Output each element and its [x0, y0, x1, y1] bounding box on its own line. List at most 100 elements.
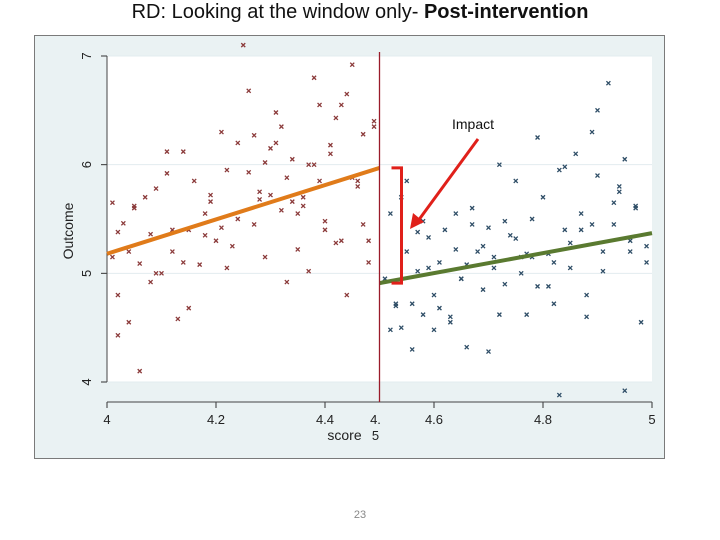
pre-point-63	[300, 194, 306, 200]
post-point-9	[431, 292, 437, 298]
pre-point-77	[115, 229, 121, 235]
post-point-53	[453, 246, 459, 252]
pre-point-6	[126, 249, 132, 255]
pre-point-78	[109, 200, 115, 206]
pre-point-14	[202, 211, 208, 217]
post-point-77	[595, 107, 600, 113]
post-point-4	[404, 249, 410, 255]
pre-point-54	[333, 240, 339, 246]
pre-point-2	[115, 292, 121, 298]
pre-point-32	[284, 175, 290, 181]
post-point-28	[535, 135, 541, 140]
post-point-11	[442, 227, 448, 233]
post-point-26	[524, 312, 530, 318]
y-tick-label-0: 4	[79, 378, 94, 385]
slide-title-bold: Post-intervention	[423, 1, 589, 23]
post-point-37	[584, 292, 590, 298]
post-point-31	[551, 301, 557, 307]
pre-point-50	[295, 211, 301, 217]
post-point-86	[556, 392, 562, 398]
pre-point-55	[344, 292, 350, 298]
pre-point-46	[360, 131, 366, 137]
pre-point-15	[213, 238, 219, 244]
slide-title: RD: Looking at the window only- Post-int…	[0, 0, 720, 24]
post-point-66	[415, 229, 421, 235]
pre-point-58	[137, 368, 143, 374]
post-point-89	[409, 301, 415, 307]
pre-point-81	[218, 129, 224, 135]
pre-point-61	[246, 88, 252, 94]
pre-point-4	[137, 261, 143, 267]
pre-point-35	[300, 203, 306, 209]
post-point-19	[486, 225, 491, 231]
pre-point-73	[208, 192, 214, 198]
y-tick-label-3: 7	[79, 52, 94, 59]
pre-point-37	[311, 75, 317, 81]
pre-point-13	[191, 178, 197, 184]
impact-arrow-head	[410, 213, 424, 229]
pre-point-20	[218, 225, 224, 231]
pre-point-76	[126, 319, 132, 325]
post-point-54	[469, 221, 475, 227]
post-point-47	[638, 319, 644, 325]
pre-point-19	[208, 199, 214, 205]
impact-label: Impact	[452, 116, 494, 132]
post-point-67	[431, 327, 437, 333]
pre-point-5	[148, 231, 154, 237]
pre-point-24	[235, 216, 241, 222]
post-point-57	[518, 270, 524, 276]
post-point-78	[611, 200, 617, 206]
pre-point-36	[306, 268, 312, 274]
post-point-50	[404, 178, 410, 184]
post-point-17	[475, 249, 481, 255]
post-point-23	[507, 232, 513, 238]
pre-point-11	[186, 305, 192, 311]
post-point-18	[480, 287, 486, 293]
pre-point-83	[278, 207, 284, 213]
post-point-70	[480, 243, 486, 249]
post-point-41	[605, 80, 611, 86]
post-point-58	[535, 283, 541, 289]
pre-point-82	[251, 221, 257, 227]
post-point-40	[600, 249, 606, 255]
cutoff-tick-label-1: 5	[372, 428, 379, 443]
pre-point-23	[224, 265, 230, 271]
pre-point-57	[148, 279, 154, 285]
post-point-38	[589, 129, 595, 135]
post-point-32	[556, 167, 562, 173]
pre-point-62	[273, 140, 279, 146]
pre-point-1	[120, 220, 126, 226]
post-point-6	[415, 268, 421, 274]
post-point-33	[562, 227, 568, 233]
pre-point-34	[289, 156, 295, 162]
pre-point-17	[175, 316, 181, 322]
post-point-29	[540, 194, 546, 200]
pre-point-69	[317, 178, 323, 184]
post-point-8	[426, 235, 432, 240]
post-point-7	[420, 312, 426, 318]
post-point-68	[447, 319, 453, 325]
pre-point-8	[153, 186, 159, 192]
pre-point-87	[257, 189, 263, 195]
pre-point-48	[371, 124, 377, 130]
post-point-15	[464, 344, 470, 350]
pre-point-51	[284, 279, 290, 285]
post-point-12	[447, 314, 453, 320]
y-tick-label-2: 6	[79, 161, 94, 168]
pre-point-41	[333, 115, 339, 121]
post-point-64	[633, 203, 639, 209]
pre-point-38	[317, 102, 323, 108]
x-tick-label-1: 4.2	[207, 412, 225, 427]
pre-point-25	[251, 132, 257, 138]
post-point-60	[567, 240, 573, 246]
pre-point-64	[327, 142, 333, 148]
pre-point-0	[109, 254, 115, 260]
post-point-59	[551, 260, 557, 265]
post-point-71	[496, 312, 502, 318]
post-point-87	[589, 221, 595, 227]
pre-point-59	[202, 232, 208, 238]
post-point-27	[529, 216, 535, 222]
x-axis-title: score	[327, 427, 361, 443]
pre-point-29	[268, 192, 273, 198]
pre-point-60	[224, 167, 230, 173]
